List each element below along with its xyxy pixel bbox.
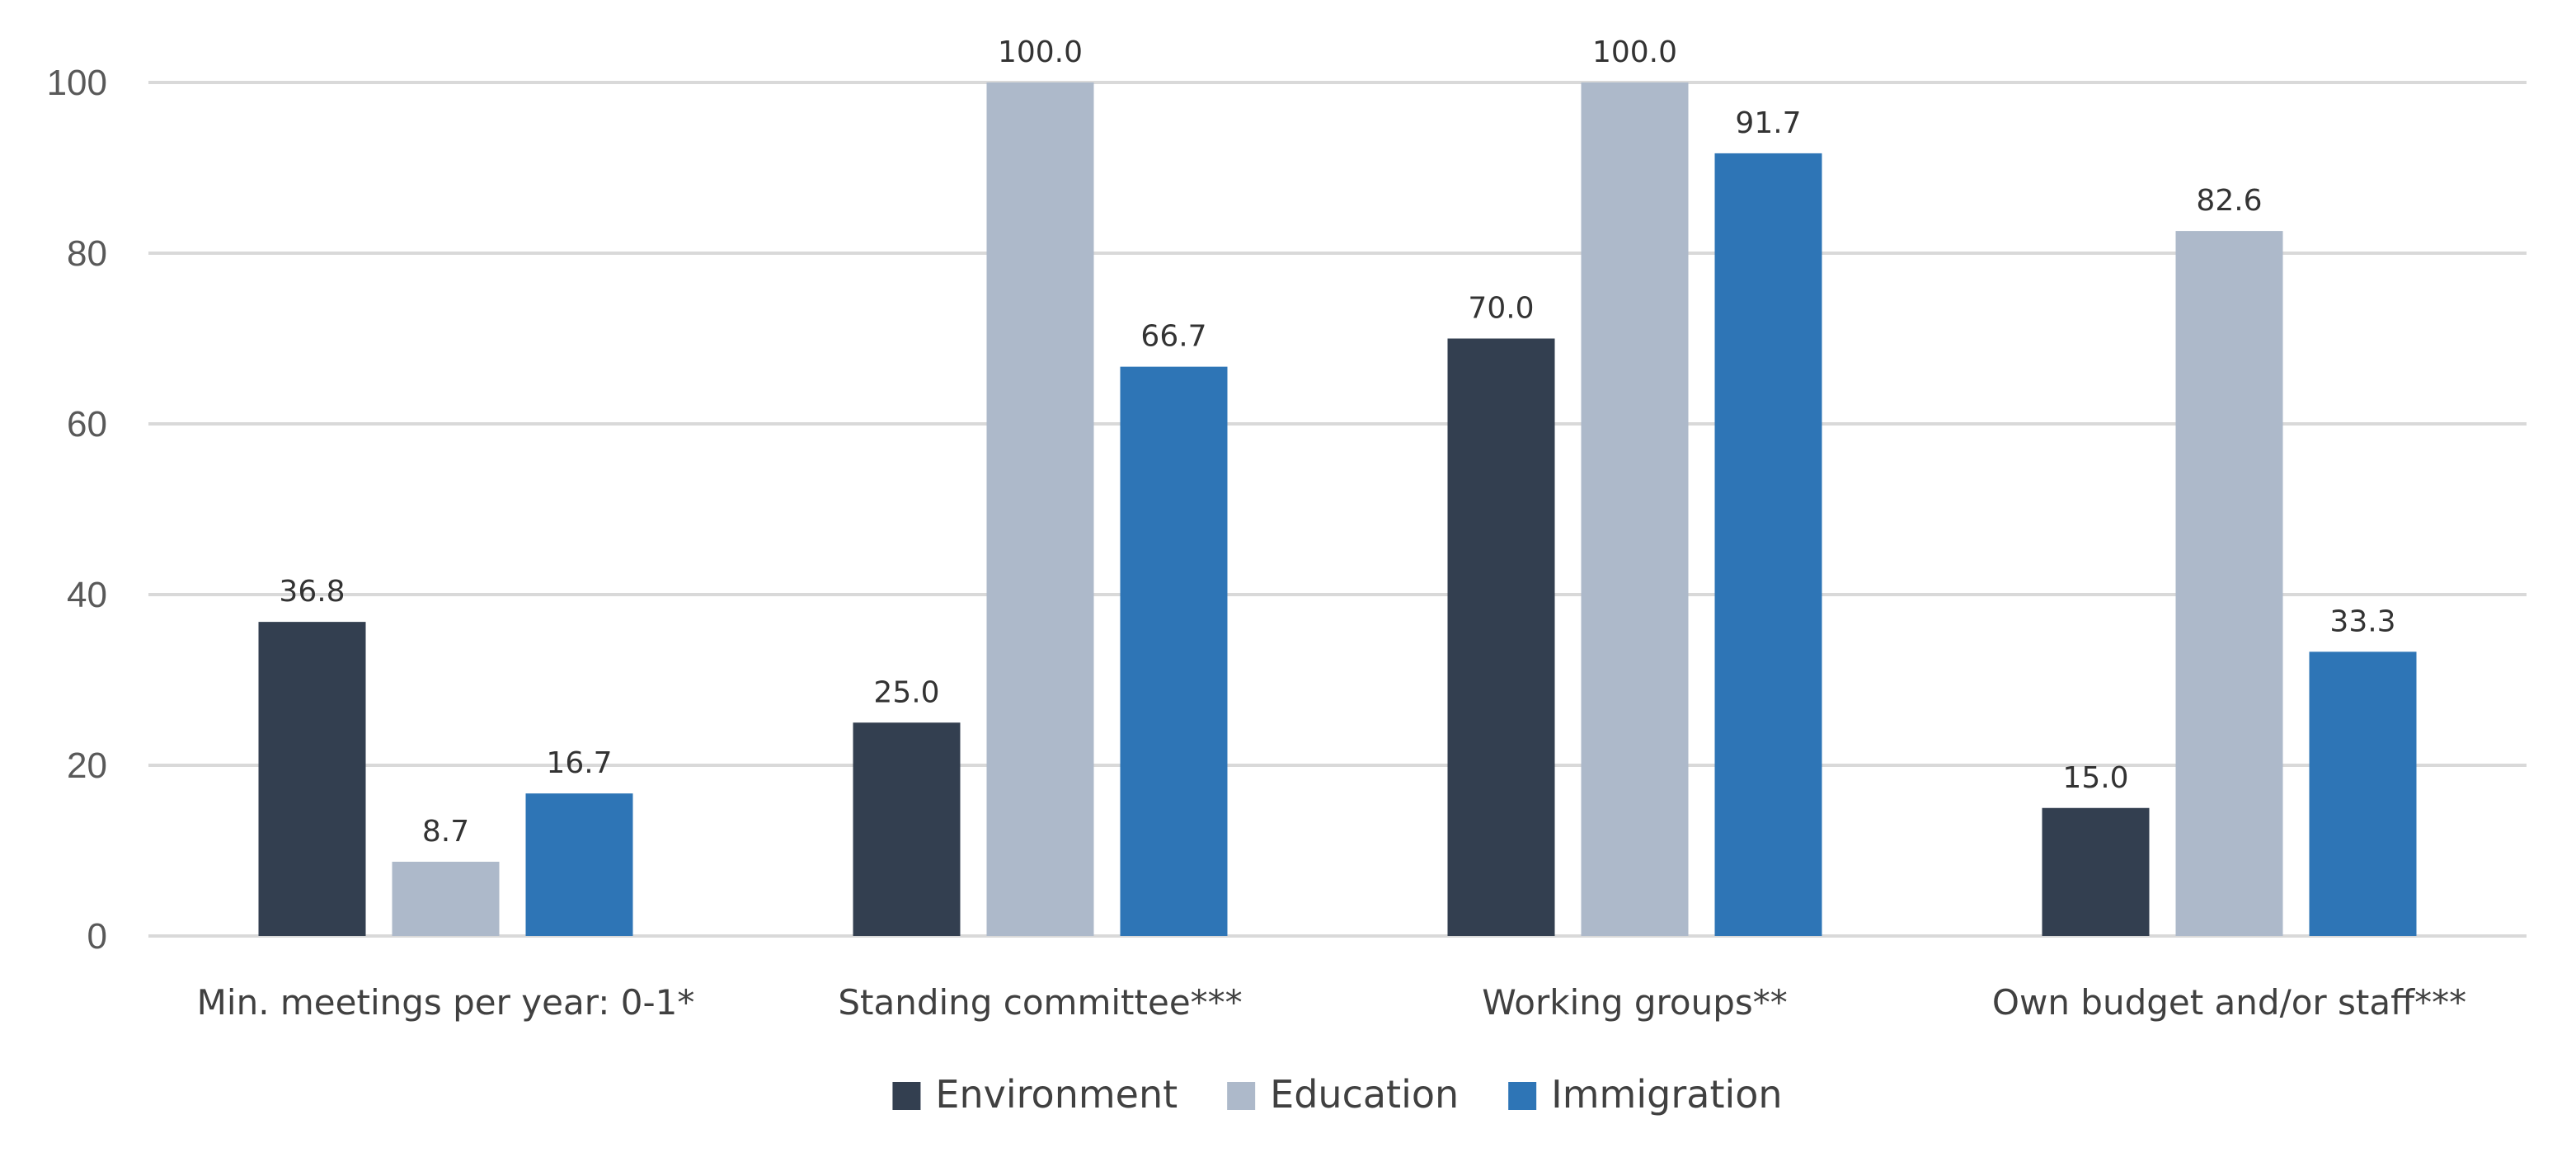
- legend: Environment Education Immigration: [892, 1072, 1783, 1117]
- legend-item-environment: Environment: [892, 1072, 1178, 1117]
- y-tick-label: 40: [67, 575, 107, 615]
- y-tick-label: 60: [67, 404, 107, 444]
- legend-item-immigration: Immigration: [1508, 1072, 1783, 1117]
- category-label: Working groups**: [1482, 982, 1788, 1023]
- category-label: Own budget and/or staff***: [1992, 982, 2466, 1023]
- data-label: 100.0: [1592, 35, 1677, 69]
- category-label: Min. meetings per year: 0-1*: [197, 982, 695, 1023]
- legend-swatch: [1227, 1082, 1256, 1110]
- data-label: 16.7: [546, 746, 612, 780]
- legend-label: Immigration: [1551, 1072, 1782, 1117]
- bar-immigration: [1120, 366, 1228, 936]
- data-label: 25.0: [873, 675, 939, 709]
- bar-environment: [1447, 338, 1555, 936]
- x-axis-categories: Min. meetings per year: 0-1* Standing com…: [197, 982, 2466, 1023]
- data-label: 82.6: [2196, 184, 2262, 218]
- data-label: 70.0: [1468, 292, 1534, 326]
- bar-immigration: [525, 793, 633, 936]
- data-label: 33.3: [2329, 604, 2395, 638]
- bar-immigration: [1714, 153, 1822, 936]
- data-label: 8.7: [422, 815, 469, 849]
- data-label: 100.0: [998, 35, 1083, 69]
- bars: [258, 82, 2417, 937]
- data-label: 36.8: [279, 575, 345, 609]
- gridlines: [148, 81, 2527, 938]
- bar-education: [2175, 231, 2283, 937]
- bar-environment: [258, 622, 366, 936]
- data-label: 15.0: [2062, 761, 2128, 795]
- bar-education: [986, 82, 1094, 936]
- y-tick-label: 80: [67, 233, 107, 274]
- bar-education: [392, 861, 500, 936]
- y-tick-label: 0: [87, 916, 107, 957]
- bar-immigration: [2309, 651, 2417, 936]
- legend-label: Environment: [935, 1072, 1178, 1117]
- legend-item-education: Education: [1227, 1072, 1459, 1117]
- legend-swatch: [1508, 1082, 1537, 1110]
- bar-environment: [853, 722, 961, 936]
- data-labels: 36.8 8.7 16.7 25.0 100.0 66.7 70.0 100.0 91.7 15.…: [279, 35, 2395, 849]
- y-axis-ticks: 0 20 40 60 80 100: [47, 63, 107, 957]
- bar-education: [1581, 82, 1689, 936]
- data-label: 66.7: [1140, 320, 1206, 354]
- bar-environment: [2042, 807, 2150, 936]
- legend-swatch: [892, 1082, 921, 1110]
- y-tick-label: 20: [67, 745, 107, 786]
- legend-label: Education: [1270, 1072, 1459, 1117]
- data-label: 91.7: [1735, 106, 1801, 140]
- category-label: Standing committee***: [838, 982, 1242, 1023]
- y-tick-label: 100: [47, 63, 107, 103]
